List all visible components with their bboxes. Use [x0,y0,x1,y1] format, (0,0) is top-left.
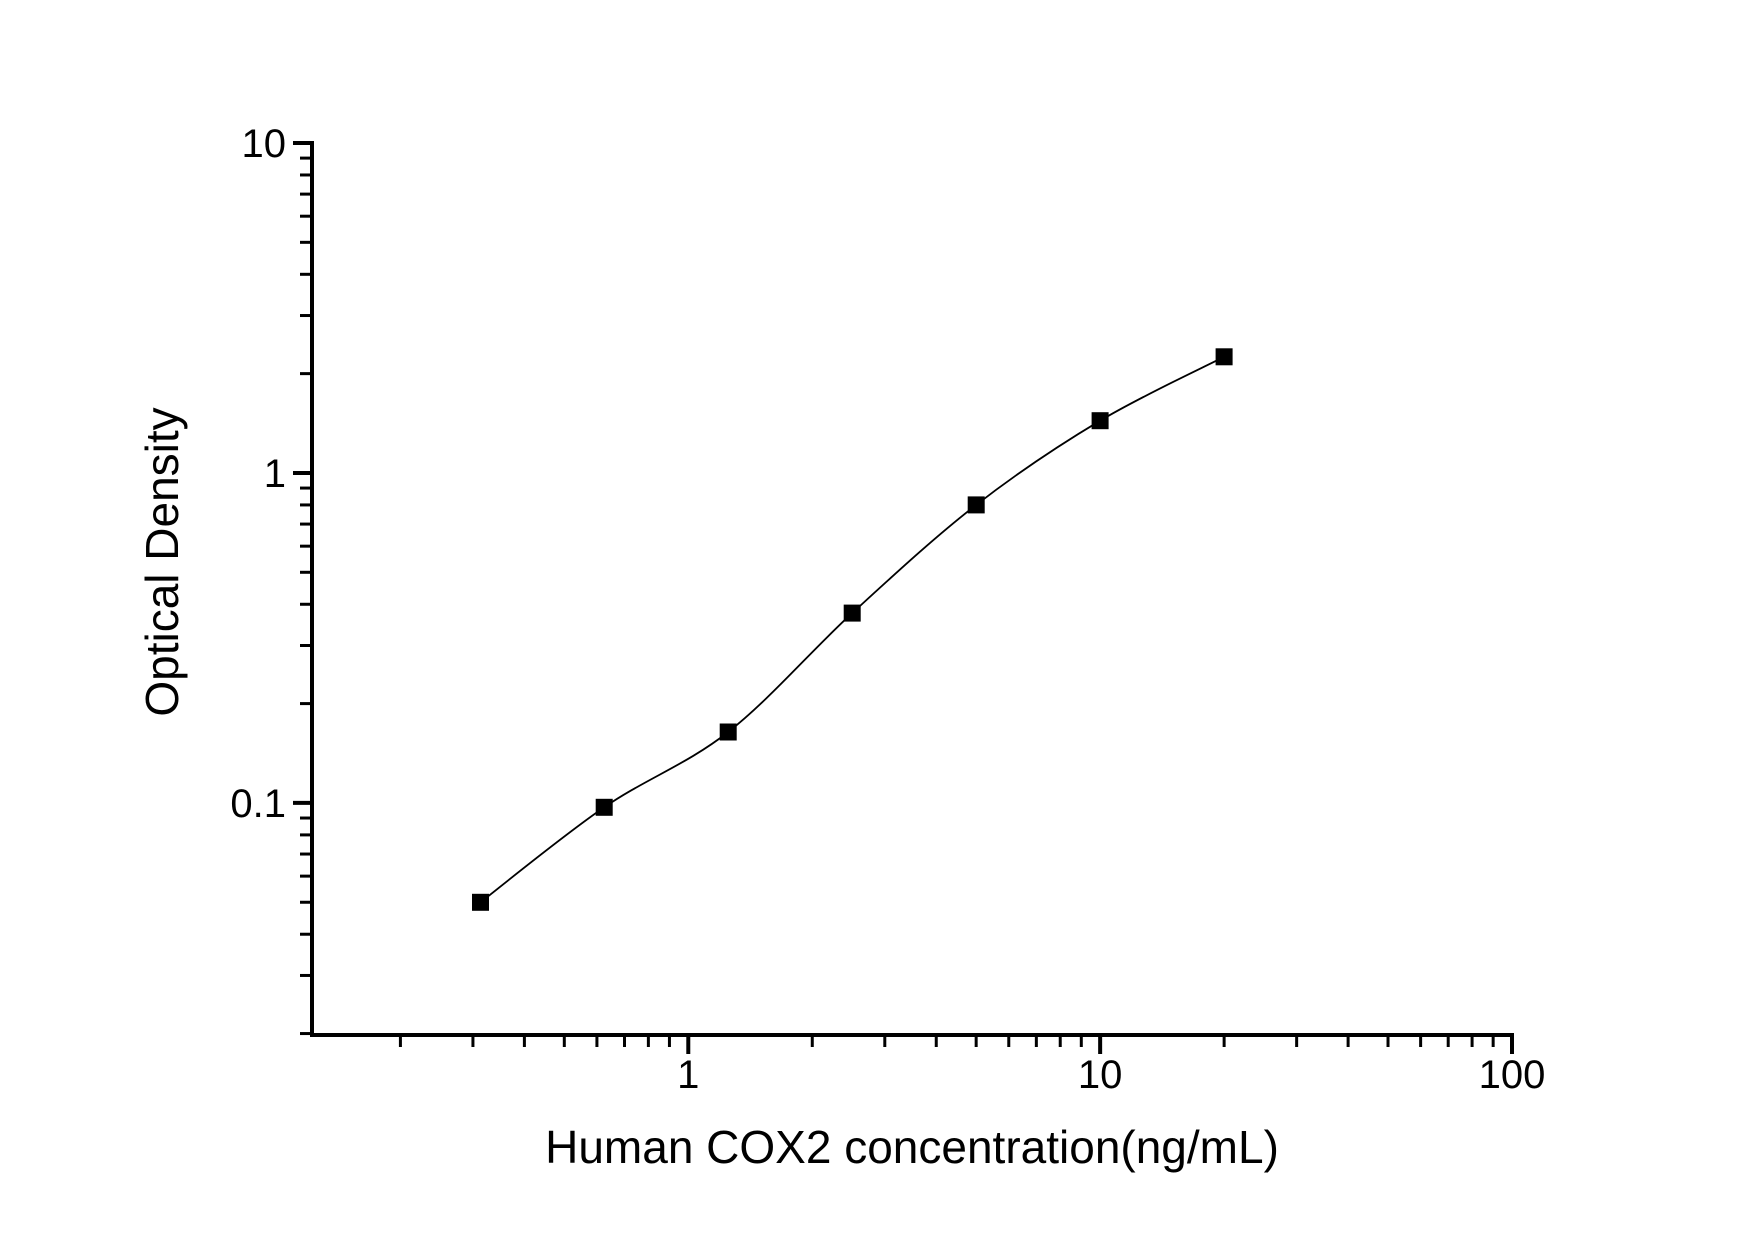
data-series [472,348,1233,911]
axis-ticks [293,141,1514,1054]
x-tick-label: 100 [1479,1053,1546,1097]
axis-tick-labels: 1 10 100 0.1 1 10 [230,122,1545,1097]
x-axis-title: Human COX2 concentration(ng/mL) [545,1121,1279,1173]
axes [310,141,1514,1037]
data-point-marker [595,798,613,816]
standard-curve-line [479,355,1225,904]
data-point-marker [472,893,489,911]
data-point-marker [843,604,861,622]
y-tick-label: 0.1 [230,782,286,826]
data-point-marker [719,723,737,741]
data-point-marker [1215,348,1233,366]
x-tick-label: 10 [1078,1053,1123,1097]
data-point-marker [967,496,985,514]
y-tick-label: 10 [242,122,287,166]
x-tick-label: 1 [677,1053,699,1097]
y-tick-label: 1 [264,452,286,496]
axis-spines [310,141,1514,1037]
data-point-marker [1091,412,1109,430]
y-axis-title: Optical Density [136,407,188,716]
